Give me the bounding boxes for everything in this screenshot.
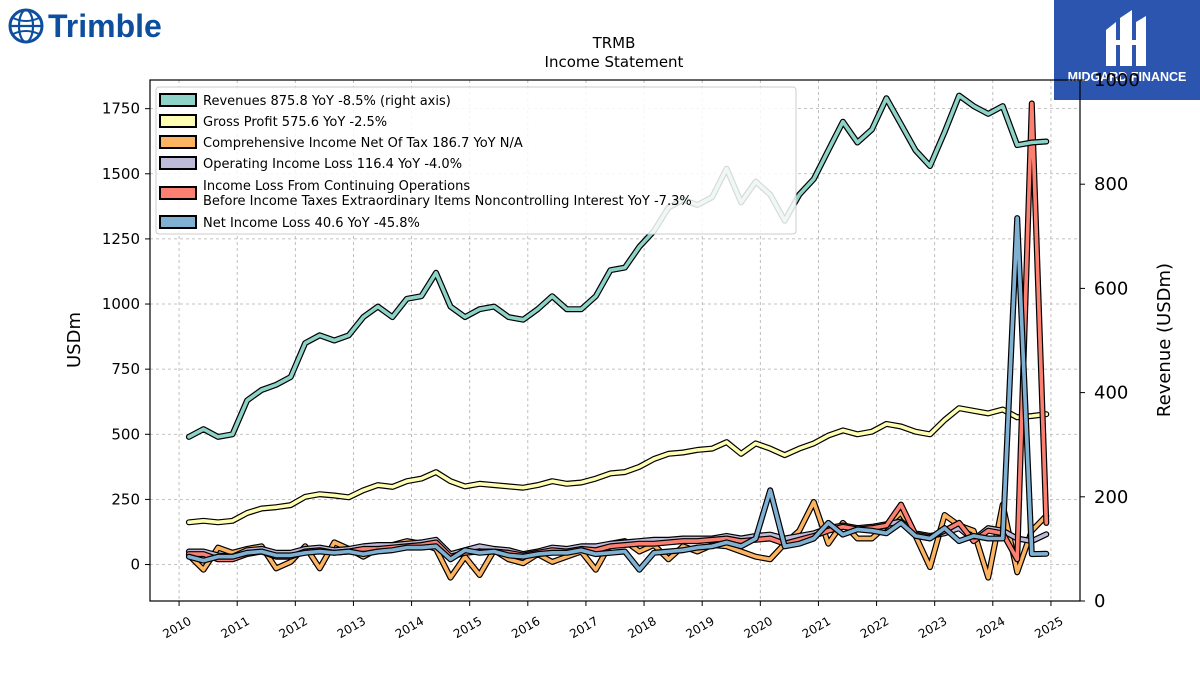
legend-label: Income Loss From Continuing Operations — [203, 179, 470, 194]
legend-label: Revenues 875.8 YoY -8.5% (right axis) — [203, 94, 451, 109]
x-tick-label: 2015 — [451, 614, 484, 641]
x-tick-label: 2022 — [858, 614, 891, 641]
chart-legend: Revenues 875.8 YoY -8.5% (right axis) Gro… — [155, 86, 797, 235]
x-tick-label: 2018 — [625, 614, 658, 641]
plot-frame — [149, 79, 1081, 602]
x-tick-label: 2025 — [1032, 614, 1065, 641]
y-right-tick-label: 1000 — [1094, 70, 1140, 91]
legend-swatch — [159, 186, 197, 200]
x-tick-label: 2016 — [509, 614, 542, 641]
x-tick-label: 2010 — [160, 614, 193, 641]
trimble-logo-text: Trimble — [48, 8, 162, 44]
x-tick-label: 2021 — [800, 614, 833, 641]
legend-box — [155, 86, 797, 235]
x-tick-label: 2013 — [335, 614, 368, 641]
x-tick-label: 2011 — [218, 614, 251, 641]
series-line-revenues — [187, 93, 1049, 439]
y-right-tick-label: 0 — [1094, 591, 1105, 612]
x-tick-label: 2012 — [277, 614, 310, 641]
y-left-tick-label: 1250 — [102, 230, 140, 248]
chart-title: TRMB — [592, 34, 636, 52]
y-left-tick-label: 1000 — [102, 295, 140, 313]
x-tick-label: 2024 — [974, 614, 1007, 641]
legend-swatch — [159, 114, 197, 128]
series-outline-gross-profit — [185, 405, 1050, 526]
legend-swatch — [159, 215, 197, 229]
legend-label: Comprehensive Income Net Of Tax 186.7 Yo… — [203, 136, 523, 151]
legend-label: Before Income Taxes Extraordinary Items … — [203, 194, 692, 209]
x-tick-label: 2014 — [393, 614, 426, 641]
y-axis-left-label: USDm — [64, 312, 85, 368]
trimble-globe-icon — [8, 8, 44, 44]
y-right-tick-label: 400 — [1094, 383, 1128, 404]
legend-swatch — [159, 93, 197, 107]
y-left-tick-label: 750 — [111, 360, 140, 378]
midgard-logo-text: MIDGARD FINANCE — [1068, 70, 1187, 84]
x-tick-label: 2019 — [683, 614, 716, 641]
x-tick-label: 2020 — [742, 614, 775, 641]
midgard-emblem-icon — [1106, 10, 1146, 66]
y-left-tick-label: 1500 — [102, 165, 140, 183]
legend-swatch — [159, 135, 197, 149]
midgard-finance-logo: MIDGARD FINANCE — [1054, 0, 1200, 100]
x-tick-label: 2023 — [916, 614, 949, 641]
legend-label: Gross Profit 575.6 YoY -2.5% — [203, 115, 387, 130]
series-line-net-income-loss — [187, 216, 1049, 572]
y-left-tick-label: 500 — [111, 425, 140, 443]
series-line-gross-profit — [187, 406, 1049, 525]
y-left-tick-label: 0 — [130, 556, 140, 574]
legend-label: Operating Income Loss 116.4 YoY -4.0% — [203, 157, 462, 172]
y-right-tick-label: 600 — [1094, 278, 1128, 299]
chart-subtitle: Income Statement — [545, 53, 684, 71]
legend-label: Net Income Loss 40.6 YoY -45.8% — [203, 216, 420, 231]
series-layer — [185, 92, 1050, 581]
y-right-tick-label: 200 — [1094, 487, 1128, 508]
x-tick-label: 2017 — [567, 614, 600, 641]
y-right-tick-label: 800 — [1094, 174, 1128, 195]
y-left-tick-label: 1750 — [102, 100, 140, 118]
trimble-logo: Trimble — [6, 6, 176, 46]
y-left-tick-label: 250 — [111, 490, 140, 508]
y-axis-right-label: Revenue (USDm) — [1154, 263, 1175, 417]
legend-swatch — [159, 156, 197, 170]
